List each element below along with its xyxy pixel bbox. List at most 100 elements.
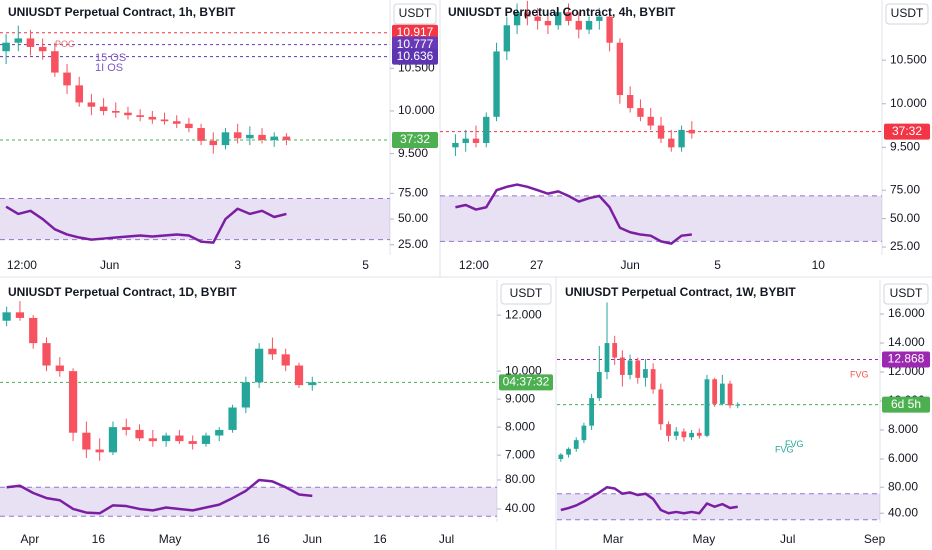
candle-body	[282, 136, 291, 140]
candle-body	[172, 121, 181, 124]
x-tick-label: Jul	[780, 532, 795, 546]
candle-body	[29, 317, 38, 344]
x-tick-label: Jun	[100, 258, 119, 272]
x-tick-label: 16	[373, 532, 387, 546]
price-label-text: 04:37:32	[503, 374, 550, 388]
candle-body	[308, 382, 317, 386]
x-tick-label: 12:00	[7, 258, 37, 272]
candle-body	[221, 132, 230, 146]
rsi-band	[0, 198, 390, 240]
candle-body	[627, 360, 633, 375]
price-label-text: 37:32	[892, 124, 922, 138]
candle-body	[585, 20, 593, 30]
candle-body	[228, 407, 237, 430]
candle-body	[573, 440, 579, 449]
candle-body	[148, 438, 157, 442]
candle-body	[626, 95, 634, 109]
y-tick-label: 6.000	[888, 451, 918, 465]
candle-body	[604, 343, 610, 373]
rsi-tick-label: 40.00	[505, 501, 535, 515]
candle-body	[215, 429, 224, 436]
price-label-box	[882, 351, 930, 368]
rsi-tick-label: 50.00	[890, 211, 920, 225]
x-tick-label: 3	[234, 258, 241, 272]
price-label-box	[884, 123, 930, 140]
price-label-text: 12.868	[888, 352, 925, 366]
x-tick-label: Apr	[21, 532, 40, 546]
x-tick-label: Sep	[864, 532, 886, 546]
price-label-box	[392, 36, 438, 53]
candle-body	[55, 365, 64, 372]
annotation: 15 OS	[95, 52, 126, 64]
candle-body	[555, 12, 562, 26]
price-label-box	[882, 396, 930, 413]
candle-body	[688, 129, 696, 134]
x-tick-label: 16	[256, 532, 270, 546]
candle-body	[185, 123, 193, 129]
candle-body	[233, 132, 242, 139]
candle-body	[589, 398, 594, 426]
rsi-line	[6, 478, 313, 515]
rsi-line	[5, 205, 287, 244]
candle-body	[68, 371, 78, 433]
candle-body	[596, 16, 603, 21]
rsi-band	[440, 195, 882, 242]
candle-body	[534, 16, 541, 21]
price-label-box	[392, 132, 438, 148]
annotation: FVG	[850, 369, 869, 379]
candle-body	[596, 372, 602, 399]
x-tick-label: May	[693, 532, 716, 546]
currency-label: USDT	[890, 286, 923, 300]
chart-title: UNIUSDT Perpetual Contract, 1h, BYBIT	[8, 5, 236, 19]
currency-box	[885, 3, 929, 25]
candle-body	[673, 431, 679, 436]
candle-body	[558, 454, 564, 459]
price-label-box	[499, 374, 553, 391]
rsi-tick-label: 50.00	[398, 211, 428, 225]
candle-body	[524, 12, 531, 17]
candle-body	[678, 129, 685, 148]
candle-body	[124, 112, 132, 116]
y-tick-label: 10.000	[505, 363, 542, 377]
y-tick-label: 9.000	[505, 391, 535, 405]
currency-box	[500, 283, 552, 305]
x-tick-label: 16	[92, 532, 106, 546]
candle-body	[99, 106, 108, 111]
candle-body	[26, 38, 35, 47]
candle-body	[472, 138, 480, 143]
x-tick-label: 12:00	[459, 258, 489, 272]
rsi-tick-label: 75.00	[890, 182, 920, 196]
chart-title: UNIUSDT Perpetual Contract, 1D, BYBIT	[8, 285, 237, 299]
candle-body	[647, 116, 654, 126]
price-label-text: 37:32	[400, 132, 430, 146]
candle-body	[255, 348, 264, 383]
candle-body	[38, 46, 47, 52]
candle-body	[82, 432, 91, 450]
y-tick-label: 8.000	[505, 419, 535, 433]
y-tick-label: 16.000	[888, 306, 925, 320]
price-label-text: 10.777	[397, 37, 434, 51]
candle-body	[188, 441, 197, 444]
y-tick-label: 14.000	[888, 335, 925, 349]
currency-label: USDT	[510, 286, 543, 300]
candle-body	[160, 119, 169, 122]
candle-body	[258, 134, 266, 140]
candle-body	[2, 312, 11, 321]
candle-body	[201, 435, 211, 444]
candle-body	[42, 343, 51, 366]
candle-body	[658, 389, 664, 425]
price-label-text: 10.636	[397, 49, 434, 63]
annotation: POC	[55, 39, 75, 49]
chart-title: UNIUSDT Perpetual Contract, 1W, BYBIT	[565, 285, 796, 299]
candle-body	[197, 128, 205, 141]
chart-title: UNIUSDT Perpetual Contract, 4h, BYBIT	[448, 5, 676, 19]
x-tick-label: Jun	[620, 258, 639, 272]
candle-body	[657, 125, 665, 139]
candle-body	[575, 20, 582, 30]
candle-body	[704, 379, 710, 436]
candle-body	[544, 20, 552, 26]
price-label-box	[392, 48, 438, 65]
candle-body	[87, 102, 96, 107]
